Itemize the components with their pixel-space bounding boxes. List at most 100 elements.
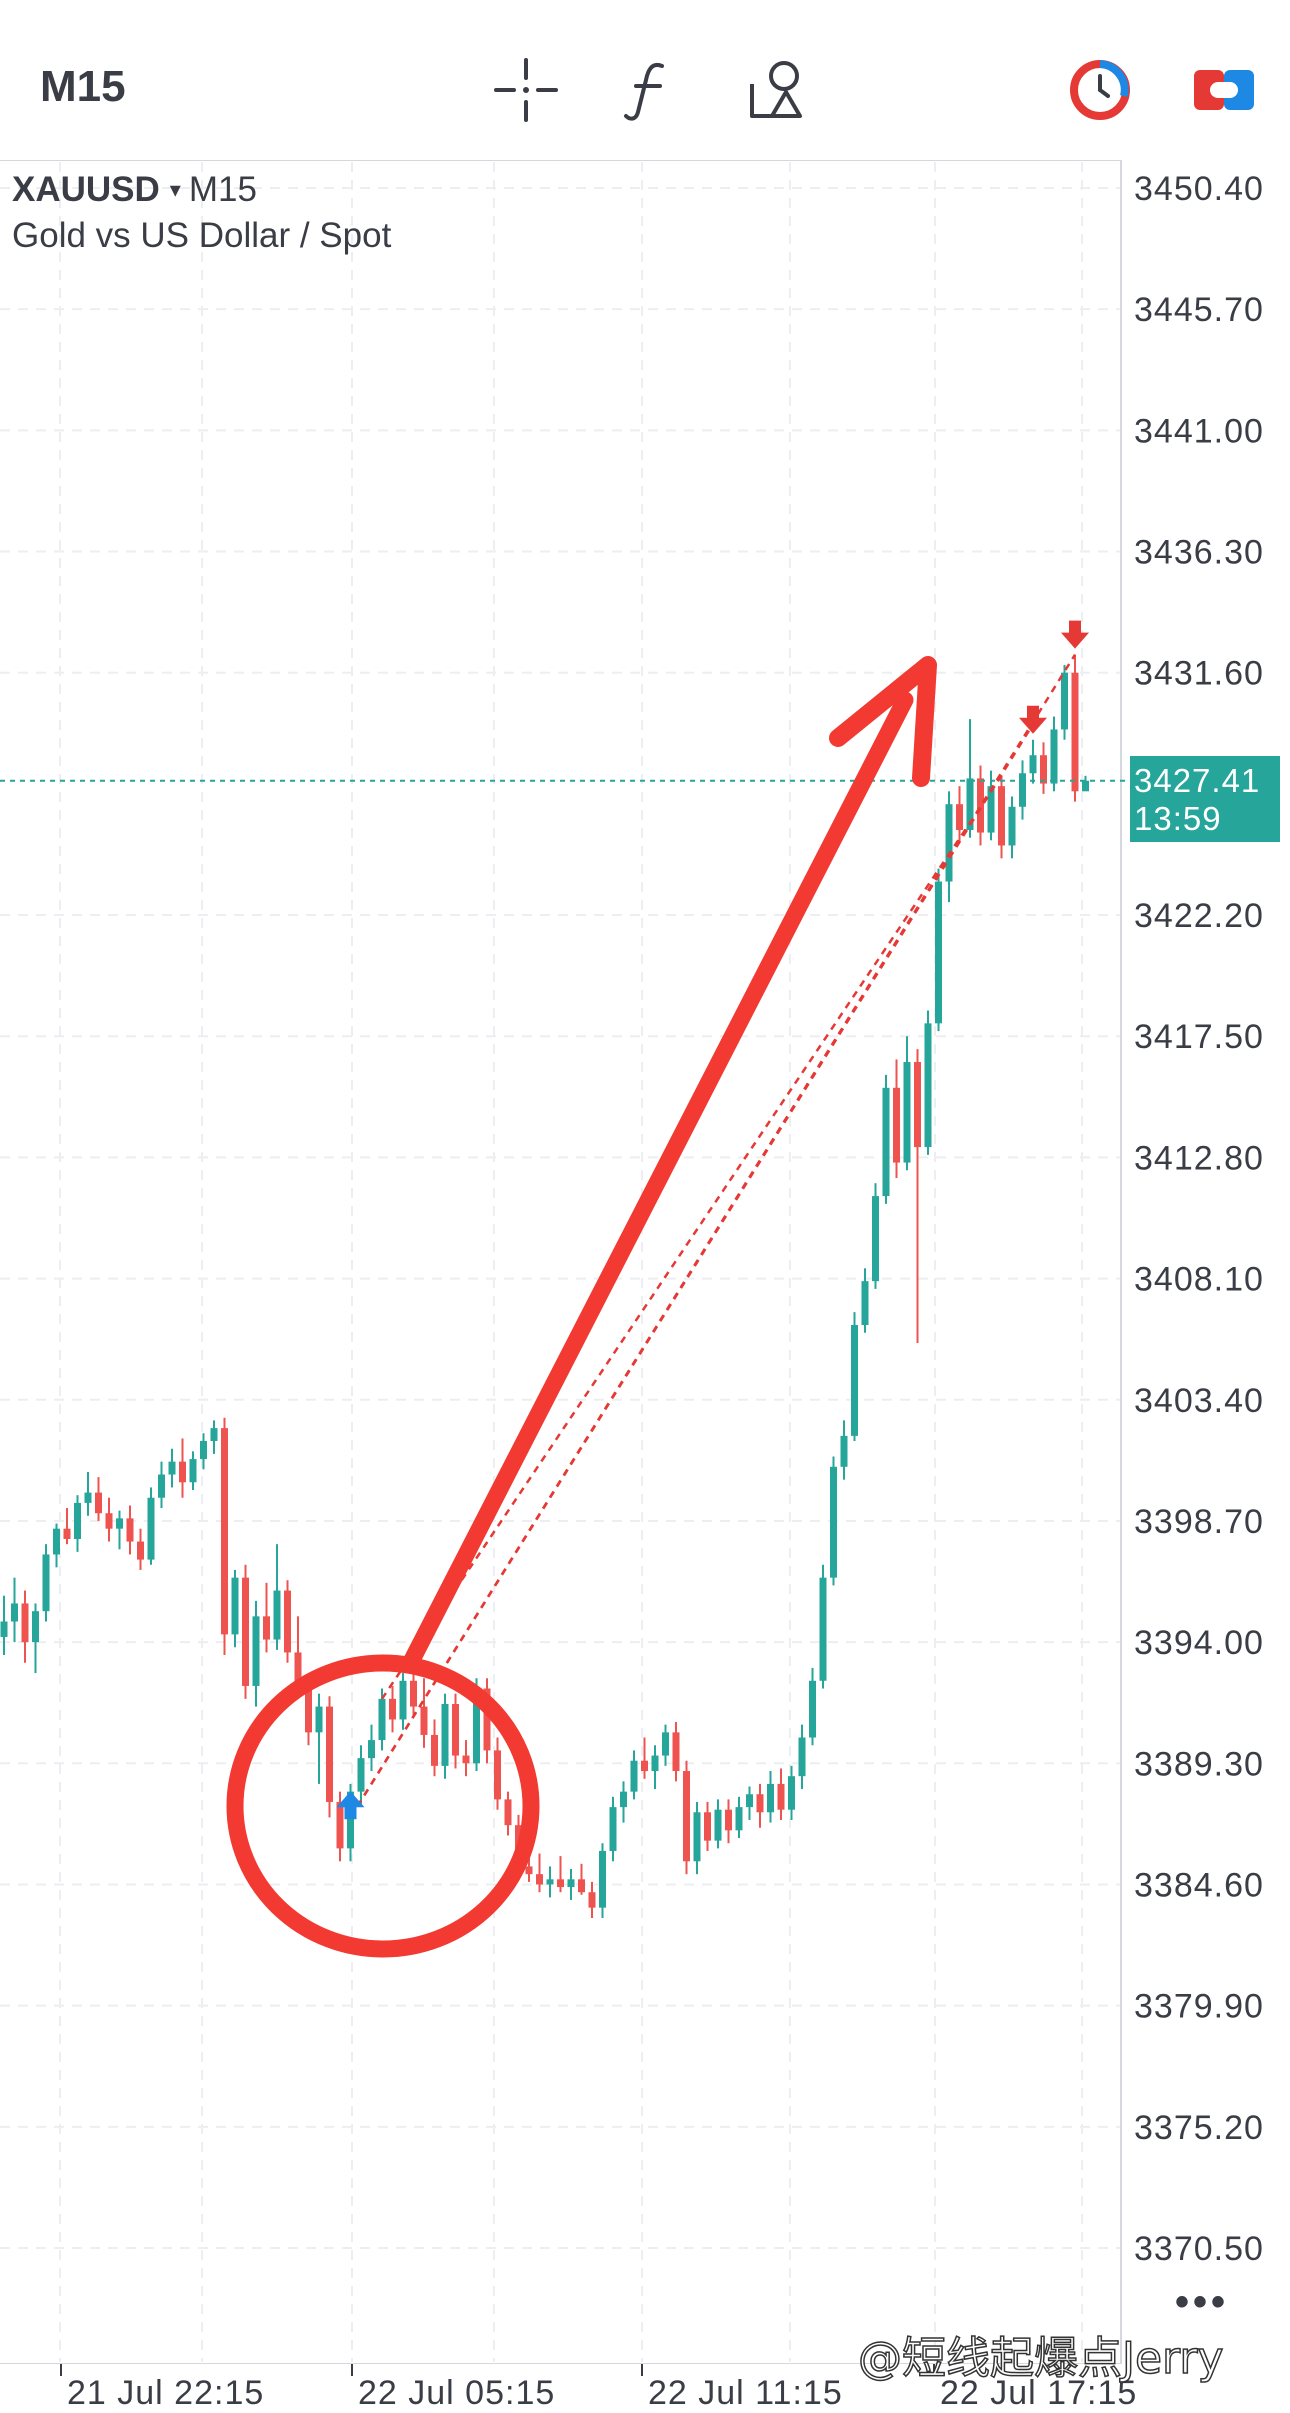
candle-body — [1061, 672, 1068, 730]
annotations — [226, 656, 937, 1958]
candle-body — [273, 1590, 281, 1640]
watermark-text: @短线起爆点Jerry — [857, 2332, 1224, 2385]
trade-lines — [349, 653, 1077, 1819]
candle-body — [704, 1812, 711, 1841]
candle-body — [378, 1698, 386, 1741]
candle-body — [861, 1281, 869, 1325]
candle-body — [693, 1812, 701, 1862]
candle-body — [767, 1783, 774, 1813]
y-tick-label: 3379.90 — [1134, 1988, 1264, 2026]
candle-body — [284, 1590, 291, 1653]
candle-body — [1082, 780, 1089, 792]
candle-body — [798, 1737, 806, 1777]
y-tick-label: 3436.30 — [1134, 534, 1264, 572]
y-tick-label: 3417.50 — [1134, 1018, 1264, 1056]
candle-body — [1019, 773, 1026, 807]
x-tick-label: 22 Jul 11:15 — [648, 2374, 843, 2412]
candle-body — [872, 1196, 879, 1282]
candle-body — [924, 1023, 932, 1148]
candle-body — [221, 1428, 228, 1635]
candle-body — [116, 1518, 123, 1529]
x-axis: 21 Jul 22:15 22 Jul 05:15 22 Jul 11:15 22 J… — [60, 2364, 1137, 2412]
candle-body — [840, 1435, 848, 1467]
trade-line — [349, 653, 1077, 1819]
candle-body — [567, 1879, 575, 1888]
candle-body — [368, 1740, 375, 1759]
y-tick-label: 3370.50 — [1134, 2230, 1264, 2268]
candle-body — [494, 1750, 501, 1800]
candle-body — [315, 1706, 323, 1733]
bar-countdown: 13:59 — [1134, 800, 1222, 837]
candle-body — [231, 1577, 239, 1635]
x-tick-label: 21 Jul 22:15 — [67, 2374, 264, 2412]
candle-body — [599, 1850, 606, 1908]
symbol-header[interactable]: XAUUSD ▾ M15 — [12, 170, 257, 210]
more-menu-icon[interactable]: ••• — [1175, 2280, 1230, 2324]
candle-body — [914, 1062, 921, 1148]
buy-arrow-icon — [336, 1791, 365, 1820]
candle-body — [0, 1621, 8, 1637]
candle-body — [956, 804, 963, 830]
drawing-tools-icon[interactable] — [746, 58, 810, 122]
candle-body — [714, 1809, 722, 1841]
sell-arrow-icon — [1061, 620, 1089, 649]
candle-body — [1071, 672, 1079, 792]
candle-body — [809, 1680, 816, 1738]
candle-body — [336, 1801, 344, 1849]
y-tick-label: 3384.60 — [1134, 1866, 1264, 1904]
candle-body — [242, 1577, 249, 1686]
candle-body — [357, 1758, 365, 1792]
y-tick-label: 3403.40 — [1134, 1382, 1264, 1420]
candle-body — [42, 1554, 50, 1612]
candle-body — [882, 1087, 890, 1197]
symbol-dropdown-caret-icon[interactable]: ▾ — [169, 177, 181, 202]
candle-body — [966, 778, 974, 830]
candle-body — [504, 1799, 512, 1826]
highlight-circle — [226, 1654, 540, 1958]
y-tick-label: 3422.20 — [1134, 897, 1264, 935]
candle-body — [389, 1698, 396, 1720]
y-tick-label: 3431.60 — [1134, 655, 1264, 693]
y-tick-label: 3394.00 — [1134, 1624, 1264, 1662]
y-tick-label: 3375.20 — [1134, 2109, 1264, 2147]
candle-body — [452, 1703, 459, 1756]
candle-body — [1040, 755, 1047, 784]
y-tick-label: 3450.40 — [1134, 170, 1264, 208]
y-tick-label: 3441.00 — [1134, 412, 1264, 450]
candle-body — [105, 1513, 113, 1529]
candle-body — [483, 1688, 491, 1751]
timer-icon[interactable] — [1068, 58, 1132, 122]
candle-body — [189, 1459, 197, 1483]
candle-body — [630, 1760, 638, 1792]
candle-body — [588, 1892, 596, 1908]
crosshair-icon[interactable] — [494, 58, 558, 122]
candle-body — [756, 1794, 764, 1813]
current-price-label: 3427.41 13:59 — [1130, 756, 1280, 842]
indicators-icon[interactable] — [618, 58, 682, 122]
candle-body — [620, 1791, 627, 1808]
candle-body — [263, 1616, 270, 1640]
chart-area[interactable] — [0, 160, 1122, 2364]
y-tick-label: 3408.10 — [1134, 1261, 1264, 1299]
candle-body — [945, 804, 953, 882]
candle-body — [851, 1324, 858, 1436]
y-tick-label: 3412.80 — [1134, 1139, 1264, 1177]
y-axis: 3450.40 3445.70 3441.00 3436.30 3431.60 3422.… — [1134, 170, 1264, 2268]
toggle-icon[interactable] — [1192, 58, 1256, 122]
candle-body — [903, 1062, 911, 1163]
timeframe-selector[interactable]: M15 — [40, 62, 126, 111]
candle-body — [987, 786, 995, 833]
candle-body — [147, 1497, 155, 1560]
candle-body — [11, 1603, 18, 1622]
candle-body — [326, 1706, 333, 1802]
candle-body — [998, 786, 1005, 846]
candle-body — [200, 1441, 207, 1460]
candle-body — [935, 881, 942, 1024]
y-tick-label: 3398.70 — [1134, 1503, 1264, 1541]
candle-body — [126, 1518, 134, 1542]
candle-body — [210, 1428, 218, 1442]
x-tick-label: 22 Jul 17:15 — [940, 2374, 1137, 2412]
candle-body — [746, 1794, 753, 1808]
candle-body — [725, 1809, 732, 1831]
